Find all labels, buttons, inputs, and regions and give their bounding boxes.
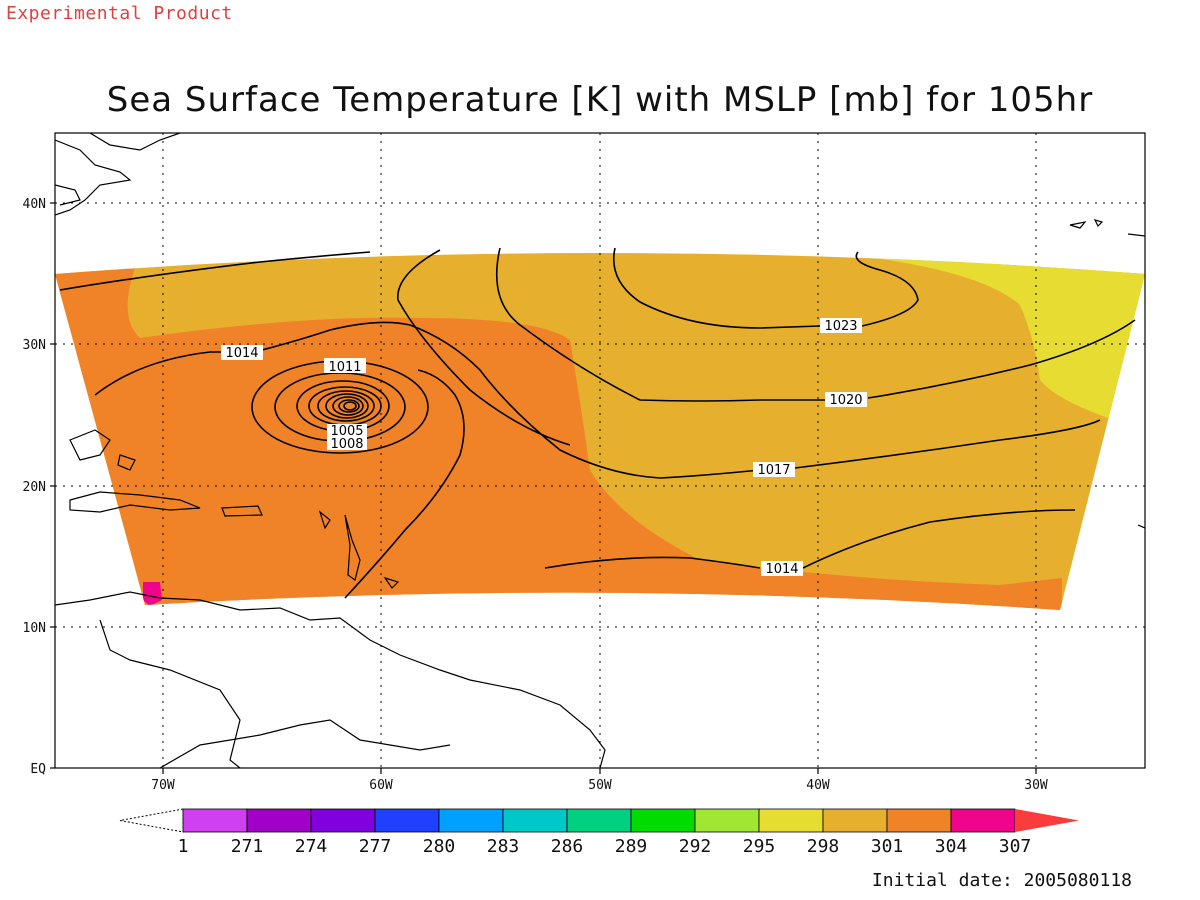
colorbar-label: 292 — [679, 836, 712, 857]
lon-label-70w: 70W — [151, 778, 175, 793]
colorbar-swatch — [566, 808, 632, 833]
svg-text:1014: 1014 — [225, 346, 258, 361]
lon-label-50w: 50W — [588, 778, 612, 793]
graticule — [55, 133, 1145, 768]
colorbar-swatch — [502, 808, 568, 833]
svg-text:1020: 1020 — [829, 393, 862, 408]
colorbar-label: 301 — [871, 836, 904, 857]
svg-text:1017: 1017 — [757, 463, 790, 478]
colorbar-swatch — [374, 808, 440, 833]
sst-298-zone — [850, 253, 1145, 430]
colorbar: 1 271 274 277 280 283 286 289 292 295 298 301 304 307 — [119, 808, 1079, 857]
lon-label-30w: 30W — [1024, 778, 1048, 793]
initial-date: Initial date: 2005080118 — [871, 870, 1132, 891]
contour-labels: 1005 1008 1011 1014 1014 1017 1020 1023 — [221, 318, 867, 577]
svg-text:1014: 1014 — [765, 562, 798, 577]
lat-label-20n: 20N — [23, 480, 46, 495]
coastlines — [55, 133, 1145, 768]
contour-label-1014-west: 1014 — [221, 345, 263, 361]
colorbar-swatch — [182, 808, 248, 833]
colorbar-label: 280 — [423, 836, 456, 857]
contour-label-1020: 1020 — [825, 392, 867, 408]
lat-labels: EQ 10N 20N 30N 40N — [23, 197, 47, 777]
contour-label-1011: 1011 — [324, 358, 366, 375]
colorbar-swatch — [758, 808, 824, 833]
lon-label-60w: 60W — [369, 778, 393, 793]
lon-label-40w: 40W — [806, 778, 830, 793]
colorbar-label: 283 — [487, 836, 520, 857]
sst-field — [55, 253, 1145, 610]
axis-ticks — [50, 202, 1037, 774]
colorbar-swatch — [822, 808, 888, 833]
colorbar-label: 271 — [231, 836, 264, 857]
colorbar-swatch — [886, 808, 952, 833]
lon-labels: 70W 60W 50W 40W 30W — [151, 778, 1048, 793]
svg-text:1005: 1005 — [330, 424, 363, 439]
lat-label-40n: 40N — [23, 197, 46, 212]
lat-label-10n: 10N — [23, 621, 46, 636]
colorbar-label: 277 — [359, 836, 392, 857]
contour-label-1014-east: 1014 — [761, 561, 803, 577]
colorbar-label: 289 — [615, 836, 648, 857]
lat-label-eq: EQ — [30, 762, 46, 777]
colorbar-label: 1 — [178, 836, 189, 857]
colorbar-label: 274 — [295, 836, 328, 857]
contour-label-1005: 1005 — [327, 424, 367, 439]
lat-label-30n: 30N — [23, 338, 46, 353]
svg-text:1023: 1023 — [824, 319, 857, 334]
contour-label-1023: 1023 — [820, 318, 862, 334]
sst-307-zone — [143, 582, 162, 606]
svg-text:1008: 1008 — [330, 437, 363, 452]
colorbar-swatch — [630, 808, 696, 833]
colorbar-under-triangle — [119, 808, 184, 833]
svg-text:1011: 1011 — [328, 360, 361, 375]
contour-label-1008: 1008 — [327, 436, 367, 452]
colorbar-label: 295 — [743, 836, 776, 857]
colorbar-swatch — [246, 808, 312, 833]
colorbar-label: 304 — [935, 836, 968, 857]
map-title: Sea Surface Temperature [K] with MSLP [m… — [106, 80, 1094, 120]
colorbar-label: 286 — [551, 836, 584, 857]
colorbar-swatch — [438, 808, 504, 833]
colorbar-swatch — [310, 808, 376, 833]
experimental-product-label: Experimental Product — [6, 3, 233, 24]
colorbar-over-triangle — [1015, 809, 1079, 832]
colorbar-label: 307 — [999, 836, 1032, 857]
contour-label-1017: 1017 — [753, 462, 795, 478]
colorbar-label: 298 — [807, 836, 840, 857]
colorbar-swatch — [694, 808, 760, 833]
colorbar-swatch — [950, 808, 1016, 833]
